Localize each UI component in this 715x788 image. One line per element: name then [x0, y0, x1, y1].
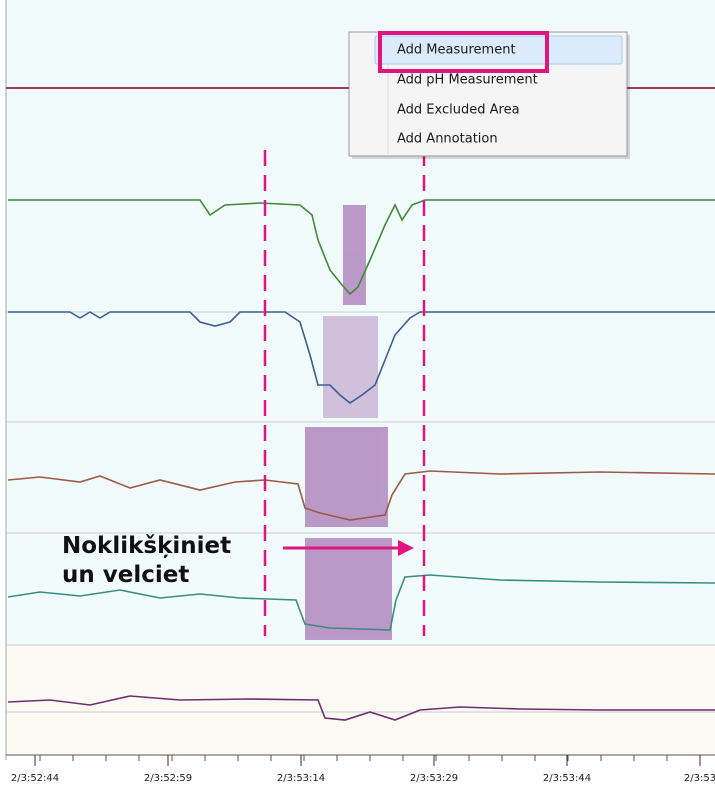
menu-item[interactable]: Add Measurement	[397, 43, 516, 58]
time-label: 2/3:52:59	[144, 773, 192, 784]
drag-guides	[263, 150, 426, 636]
menu-item[interactable]: Add pH Measurement	[397, 73, 538, 88]
time-label: 2/3:52:44	[11, 773, 59, 784]
annotation-line: un velciet	[62, 562, 189, 588]
trace-blue	[8, 311, 715, 404]
shade	[323, 316, 378, 418]
menu-item[interactable]: Add Annotation	[397, 132, 498, 147]
time-label: 2/3:53:14	[277, 773, 325, 784]
arrow-head	[398, 540, 414, 556]
time-label: 2/3:53:44	[543, 773, 591, 784]
menu-hover	[374, 35, 623, 65]
annotation-line: Noklikšķiniet	[62, 533, 231, 559]
time-label: 2/3:53	[684, 773, 715, 784]
bottom-lane	[6, 645, 715, 755]
time-label: 2/3:53:29	[410, 773, 458, 784]
shade	[305, 538, 392, 640]
trace-purple	[7, 695, 715, 721]
trace-teal	[7, 574, 715, 631]
context-menu: Add Measurement Add pH Measurement Add E…	[348, 31, 630, 159]
trace-brown	[7, 470, 715, 521]
trace-green	[8, 199, 715, 296]
time-axis: 2/3:52:44 2/3:52:59 2/3:53:14 2/3:53:29 2/3:…	[11, 755, 715, 784]
menu-callout	[378, 31, 549, 73]
shade	[305, 427, 388, 527]
menu-item[interactable]: Add Excluded Area	[397, 103, 520, 118]
drag-arrow	[283, 540, 414, 556]
